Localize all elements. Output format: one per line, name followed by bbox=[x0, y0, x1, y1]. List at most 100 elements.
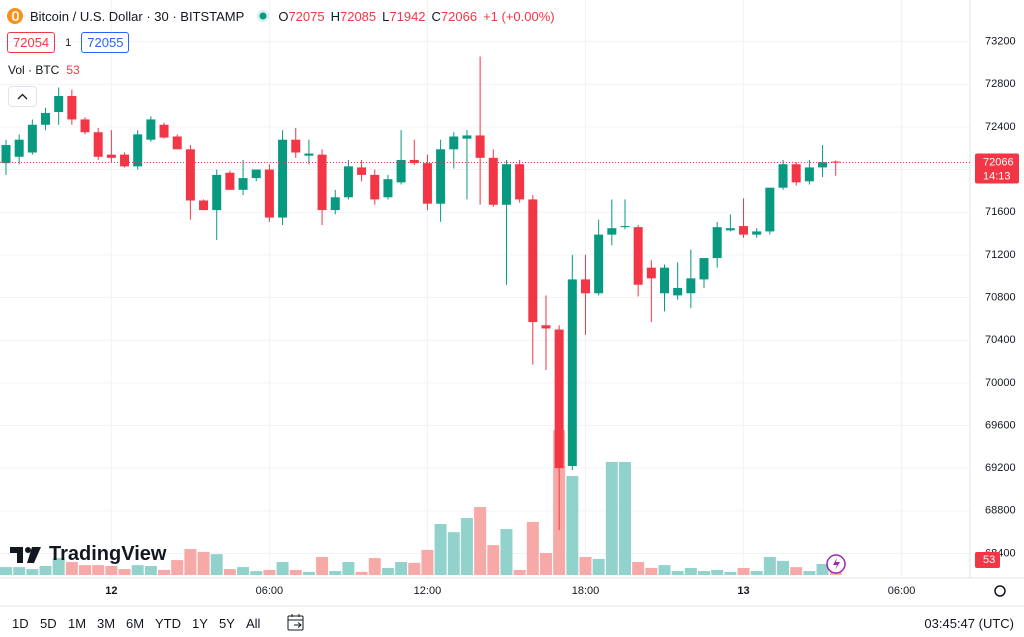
volume-bar bbox=[131, 565, 144, 575]
brand-logo[interactable]: TradingView bbox=[10, 543, 166, 566]
candle-body bbox=[67, 95, 77, 120]
candle-body bbox=[554, 329, 564, 469]
last-price-box bbox=[975, 153, 1019, 184]
candle-body bbox=[343, 166, 353, 198]
volume-bar bbox=[118, 569, 131, 575]
range-button[interactable]: 1M bbox=[68, 616, 87, 631]
candle-body bbox=[541, 325, 551, 329]
ohlc-value: 72085 bbox=[339, 8, 377, 24]
candle-body bbox=[93, 132, 103, 157]
range-button[interactable]: 1Y bbox=[192, 616, 208, 631]
candle-body bbox=[80, 119, 90, 133]
candle-body bbox=[594, 234, 604, 294]
candle-body bbox=[633, 227, 643, 285]
clock[interactable]: 03:45:47 (UTC) bbox=[924, 616, 1014, 631]
range-button[interactable]: 5Y bbox=[219, 616, 235, 631]
ohlc-key: C bbox=[431, 8, 441, 24]
y-tick-label: 71600 bbox=[985, 206, 1016, 218]
volume-value-box bbox=[975, 552, 1000, 569]
range-button[interactable]: 6M bbox=[126, 616, 145, 631]
volume-bar bbox=[184, 549, 197, 575]
candle-body bbox=[251, 169, 261, 179]
volume-bar bbox=[342, 562, 355, 575]
candle-body bbox=[291, 139, 301, 153]
volume-bar bbox=[105, 565, 118, 575]
volume-bar bbox=[408, 562, 421, 575]
volume-bar bbox=[566, 476, 579, 575]
volume-bar bbox=[724, 571, 737, 575]
volume-legend: Vol · BTC 53 bbox=[8, 63, 80, 77]
y-tick-label: 70800 bbox=[985, 291, 1016, 303]
range-button[interactable]: 1D bbox=[12, 616, 29, 631]
volume-title: Vol · BTC bbox=[8, 63, 60, 77]
volume-bar bbox=[368, 558, 381, 575]
candle-body bbox=[580, 279, 590, 294]
candle-body bbox=[41, 113, 51, 125]
settings-icon bbox=[994, 585, 1006, 597]
volume-bar bbox=[92, 565, 105, 575]
candle-body bbox=[264, 169, 274, 218]
candle-body bbox=[317, 154, 327, 211]
date-range-icon[interactable] bbox=[285, 613, 307, 633]
x-tick-label: 12 bbox=[105, 585, 117, 597]
countdown-label: 14:13 bbox=[983, 170, 1011, 182]
volume-bar bbox=[0, 567, 12, 575]
candle-body bbox=[106, 154, 116, 158]
range-button[interactable]: 3M bbox=[97, 616, 116, 631]
range-button[interactable]: YTD bbox=[155, 616, 181, 631]
range-button[interactable]: All bbox=[246, 616, 261, 631]
candle-body bbox=[133, 134, 143, 167]
candle-body bbox=[120, 154, 130, 167]
candle-body bbox=[462, 135, 472, 139]
candle-body bbox=[54, 95, 64, 112]
volume-bar bbox=[316, 556, 329, 575]
candle-body bbox=[357, 167, 367, 175]
candle-body bbox=[199, 200, 209, 211]
volume-bar bbox=[671, 571, 684, 575]
volume-bar bbox=[276, 562, 289, 575]
volume-bar bbox=[474, 507, 487, 575]
ask[interactable]: 72055 bbox=[81, 32, 130, 53]
candle-body bbox=[725, 228, 735, 231]
candle-body bbox=[1, 145, 11, 164]
candle-body bbox=[699, 258, 709, 280]
candle-body bbox=[449, 136, 459, 150]
volume-bar bbox=[579, 556, 592, 575]
volume-bar bbox=[250, 571, 263, 575]
brand-icon bbox=[10, 546, 41, 563]
y-tick-label: 70000 bbox=[985, 377, 1016, 389]
volume-bar bbox=[460, 518, 473, 575]
volume-bar bbox=[763, 556, 776, 575]
collapse-button[interactable] bbox=[8, 86, 37, 107]
candle-body bbox=[475, 135, 485, 158]
volume-bar bbox=[539, 553, 552, 575]
volume-bar bbox=[750, 571, 763, 575]
y-tick-label: 72800 bbox=[985, 78, 1016, 90]
volume-bar bbox=[421, 549, 434, 575]
ohlc-key: O bbox=[278, 8, 289, 24]
volume-value-label: 53 bbox=[983, 554, 995, 566]
range-button[interactable]: 5D bbox=[40, 616, 57, 631]
volume-bar bbox=[381, 567, 394, 575]
candle-body bbox=[225, 172, 235, 190]
volume-bar bbox=[698, 571, 711, 575]
last-price-label: 72066 bbox=[983, 156, 1014, 168]
market-status[interactable] bbox=[254, 9, 272, 23]
candle-body bbox=[238, 178, 248, 190]
candle-body bbox=[804, 167, 814, 182]
volume-bar bbox=[329, 571, 342, 575]
candle-body bbox=[765, 187, 775, 232]
volume-bar bbox=[790, 567, 803, 575]
volume-bar bbox=[52, 558, 65, 575]
candle-body bbox=[567, 279, 577, 467]
ohlc-value: 72066 bbox=[440, 8, 478, 24]
volume-bar bbox=[79, 565, 92, 575]
volume-bar bbox=[210, 554, 223, 575]
volume-bar bbox=[592, 558, 605, 575]
candle-body bbox=[712, 227, 722, 259]
volume-bar bbox=[513, 569, 526, 575]
volume-bar bbox=[302, 571, 315, 575]
symbol-title[interactable]: Bitcoin / U.S. Dollar · 30 · BITSTAMP bbox=[30, 8, 245, 24]
bid[interactable]: 72054 bbox=[7, 32, 56, 53]
